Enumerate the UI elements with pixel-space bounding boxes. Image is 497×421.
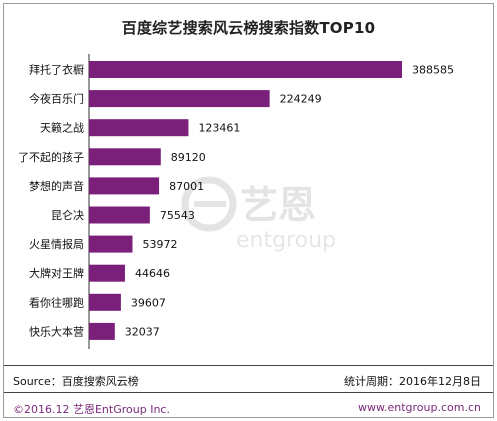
source-text: Source：百度搜索风云榜 [13,375,139,388]
website-link[interactable]: www.entgroup.com.cn [358,401,481,414]
bar [89,293,121,311]
category-label: 快乐大本营 [29,324,84,338]
bar-chart: 艺恩 entgroup 拜托了衣橱 388585 今夜百乐门 224249 天籁之战 12… [18,54,454,349]
bar [89,148,161,166]
chart-frame: 百度综艺搜索风云榜搜索指数TOP10 艺恩 entgroup 拜托了衣橱 3885… [3,3,494,418]
watermark-en: entgroup [236,228,336,253]
category-label: 看你往哪跑 [29,295,84,309]
value-label: 32037 [125,325,160,338]
value-label: 123461 [198,122,240,135]
bar [89,235,133,253]
category-label: 今夜百乐门 [29,92,84,106]
category-label: 昆仑决 [51,208,84,222]
value-label: 89120 [171,151,206,164]
category-label: 天籁之战 [40,121,84,135]
bar [89,206,150,224]
footer-divider-bottom [4,392,493,393]
bar [89,177,160,195]
value-label: 39607 [131,296,166,309]
category-label: 了不起的孩子 [18,150,84,164]
bar [89,61,402,78]
period-text: 统计周期：2016年12月8日 [344,375,481,388]
bar [89,90,270,108]
value-label: 53972 [142,238,177,251]
value-label: 388585 [412,64,454,77]
chart-title: 百度综艺搜索风云榜搜索指数TOP10 [121,19,376,37]
watermark-logo: 艺恩 entgroup [181,176,336,253]
value-label: 224249 [280,93,322,106]
value-label: 75543 [160,209,195,222]
bar [89,264,125,282]
copyright-text: ©2016.12 艺恩EntGroup Inc. [13,403,170,416]
value-label: 87001 [169,180,204,193]
category-label: 梦想的声音 [29,179,84,193]
bars-group: 拜托了衣橱 388585 今夜百乐门 224249 天籁之战 123461 了不起的孩子 89… [18,61,454,340]
category-label: 拜托了衣橱 [29,63,84,77]
bar [89,119,189,137]
watermark-cn: 艺恩 [240,183,316,227]
footer-divider-top [4,365,493,366]
value-label: 44646 [135,267,170,280]
bar [89,322,115,340]
category-label: 火星情报局 [29,237,84,251]
category-label: 大牌对王牌 [29,266,84,280]
